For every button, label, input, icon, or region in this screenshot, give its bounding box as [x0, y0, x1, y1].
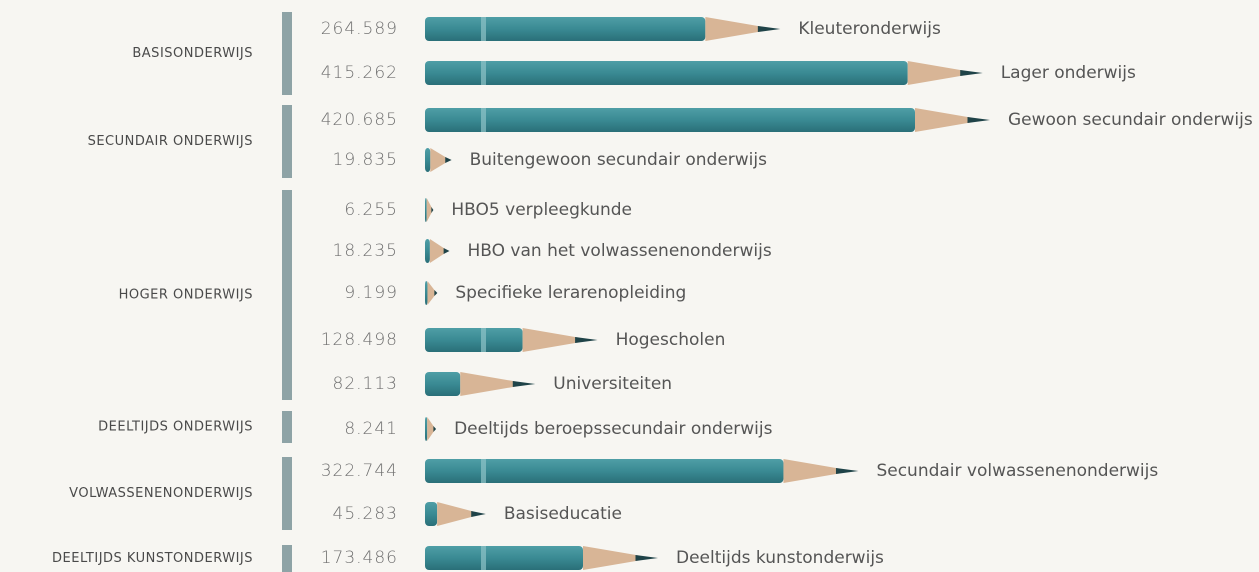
group-bracket: [282, 12, 292, 95]
group-bracket: [282, 545, 292, 572]
group-label: DEELTIJDS ONDERWIJS: [98, 420, 253, 435]
pencil-body: [425, 328, 523, 352]
pencil-body: [425, 546, 583, 570]
pencil: [425, 417, 437, 441]
group-bracket: [282, 411, 292, 443]
group-bracket: [282, 105, 292, 178]
pencil: [425, 546, 658, 570]
pencil: [425, 502, 486, 526]
pencil-stripe: [481, 61, 486, 85]
value-label: 8.241: [344, 419, 398, 439]
pencil: [425, 281, 438, 305]
pencil-body: [425, 198, 427, 222]
pencil-lead: [635, 555, 658, 561]
pencil: [425, 148, 452, 172]
pencil-tip: [430, 148, 447, 172]
category-label: Deeltijds beroepssecundair onderwijs: [454, 419, 773, 439]
category-label: Hogescholen: [616, 330, 726, 350]
group-label: BASISONDERWIJS: [132, 46, 253, 61]
group-label: SECUNDAIR ONDERWIJS: [88, 134, 253, 149]
pencil-stripe: [481, 546, 486, 570]
pencil-stripe: [481, 108, 486, 132]
category-label: Basiseducatie: [504, 504, 622, 524]
pencil: [425, 61, 983, 85]
pencil-stripe: [481, 17, 486, 41]
pencil-lead: [960, 70, 983, 76]
pencil-body: [425, 108, 915, 132]
pencil-tip: [582, 546, 640, 570]
pencil-body: [425, 61, 908, 85]
pencil-body: [425, 17, 706, 41]
value-label: 128.498: [321, 330, 398, 350]
pencil-body: [425, 502, 438, 526]
pencil: [425, 459, 859, 483]
pencil-tip: [429, 239, 445, 263]
pencil-lead: [575, 337, 598, 343]
pencil-stripe: [481, 459, 486, 483]
pencil-tip: [522, 328, 579, 352]
value-label: 322.744: [321, 461, 398, 481]
pencil-stripe: [481, 328, 486, 352]
pencil-body: [425, 417, 428, 441]
pencil-tip: [907, 61, 964, 85]
category-label: Secundair volwassenenonderwijs: [876, 461, 1158, 481]
pencil-body: [425, 239, 430, 263]
category-label: Gewoon secundair onderwijs: [1008, 110, 1253, 130]
pencil-lead: [967, 117, 990, 123]
value-label: 6.255: [344, 200, 398, 220]
category-label: Lager onderwijs: [1001, 63, 1136, 83]
value-label: 9.199: [344, 283, 398, 303]
pencil-tip: [915, 108, 972, 132]
category-label: Specifieke lerarenopleiding: [455, 283, 686, 303]
category-label: HBO5 verpleegkunde: [451, 200, 632, 220]
value-label: 264.589: [321, 19, 398, 39]
group-label: VOLWASSENENONDERWIJS: [69, 486, 253, 501]
pencil-body: [425, 459, 784, 483]
pencil-lead: [433, 426, 437, 432]
pencil-lead: [431, 207, 434, 213]
value-label: 45.283: [333, 504, 398, 524]
category-label: Deeltijds kunstonderwijs: [676, 548, 884, 568]
pencil-tip: [426, 198, 432, 222]
pencil-lead: [835, 468, 859, 474]
pencil: [425, 198, 434, 222]
value-label: 18.235: [333, 241, 398, 261]
pencil-lead: [757, 26, 781, 32]
pencil-body: [425, 281, 428, 305]
pencil-lead: [471, 511, 486, 517]
pencil: [425, 328, 598, 352]
pencil-lead: [512, 381, 536, 387]
pencil-lead: [434, 290, 438, 296]
pencil: [425, 372, 536, 396]
value-label: 415.262: [321, 63, 398, 83]
pencil-tip: [783, 459, 840, 483]
value-label: 19.835: [333, 150, 398, 170]
pencil-tip: [705, 17, 762, 41]
pencil: [425, 239, 450, 263]
value-label: 420.685: [321, 110, 398, 130]
group-bracket: [282, 190, 292, 400]
pencil-body: [425, 148, 431, 172]
value-label: 82.113: [333, 374, 398, 394]
value-label: 173.486: [321, 548, 398, 568]
pencil: [425, 17, 781, 41]
category-label: Kleuteronderwijs: [798, 19, 941, 39]
group-bracket: [282, 457, 292, 530]
pencil-lead: [443, 248, 450, 254]
pencil-tip: [427, 417, 434, 441]
pencil: [425, 108, 990, 132]
category-label: Buitengewoon secundair onderwijs: [470, 150, 767, 170]
category-label: HBO van het volwassenenonderwijs: [467, 241, 771, 261]
pencil-tip: [427, 281, 435, 305]
pencil-tip: [437, 502, 474, 526]
group-label: HOGER ONDERWIJS: [119, 288, 253, 303]
pencil-body: [425, 372, 461, 396]
category-label: Universiteiten: [553, 374, 672, 394]
pencil-tip: [460, 372, 517, 396]
group-label: DEELTIJDS KUNSTONDERWIJS: [52, 551, 253, 566]
pencil-lead: [445, 157, 452, 163]
